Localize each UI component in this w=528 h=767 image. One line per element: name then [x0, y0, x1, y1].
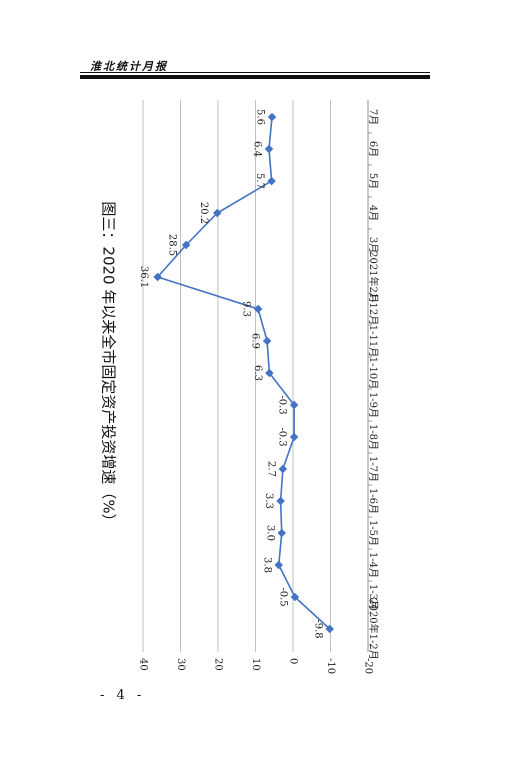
category-label: 2021年2月	[367, 251, 380, 303]
category-label: 1-7月	[367, 456, 379, 482]
data-point	[264, 144, 274, 154]
category-label: 2020年1-2月	[367, 598, 380, 660]
data-label: 9.3	[241, 301, 252, 317]
y-tick-label: 20	[213, 658, 224, 671]
page-header: 淮北统计月报	[80, 56, 430, 80]
category-label: 1-3月	[367, 584, 379, 610]
data-label: 2.7	[265, 461, 276, 477]
y-tick-label: -10	[325, 658, 336, 674]
category-label: 1-5月	[367, 520, 379, 546]
data-label: -0.3	[277, 395, 288, 414]
category-label: 7月	[367, 109, 379, 125]
category-label: 1-11月	[367, 325, 379, 357]
data-point	[289, 432, 299, 442]
data-label: 6.4	[252, 141, 263, 157]
data-point	[213, 208, 222, 218]
chart-title: 图三：2020 年以来全市固定资产投资增速（%）	[100, 201, 118, 528]
data-point	[278, 464, 288, 474]
category-label: 1-10月	[367, 357, 379, 389]
data-label: 20.2	[198, 202, 209, 224]
data-point	[276, 496, 285, 506]
data-point	[277, 528, 286, 538]
data-point	[253, 304, 263, 314]
data-point	[181, 240, 191, 250]
data-label: -0.3	[277, 427, 288, 446]
category-label: 1-8月	[367, 424, 379, 450]
data-label: 3.3	[263, 493, 274, 509]
category-label: 1-4月	[367, 552, 379, 578]
data-point	[274, 560, 283, 570]
publication-title: 淮北统计月报	[90, 60, 168, 73]
page-number: - 4 -	[100, 688, 146, 703]
data-label: 28.5	[167, 234, 178, 256]
header-rule-thick	[80, 75, 430, 79]
data-point	[153, 272, 162, 282]
data-label: 3.8	[261, 557, 272, 573]
data-point	[265, 368, 274, 378]
data-label: -9.8	[312, 619, 323, 638]
category-label: 4月	[367, 205, 379, 221]
data-point	[267, 112, 277, 122]
category-label: 1-12月	[367, 293, 379, 325]
data-label: 6.3	[252, 365, 263, 381]
category-label: 1-6月	[367, 488, 379, 514]
category-label: 1-9月	[367, 392, 379, 418]
data-label: 6.9	[250, 333, 261, 349]
category-label: 6月	[367, 141, 379, 157]
y-tick-label: 40	[138, 658, 149, 671]
header-rule-thin	[80, 72, 430, 73]
category-label: 3月	[367, 237, 379, 253]
data-point	[267, 176, 276, 186]
y-tick-label: 30	[175, 658, 186, 671]
data-label: 5.7	[254, 173, 265, 189]
data-point	[262, 336, 272, 346]
data-point	[289, 400, 299, 410]
data-label: 5.6	[255, 109, 266, 125]
y-tick-label: 10	[250, 658, 261, 671]
data-label: 36.1	[138, 266, 149, 288]
category-label: 5月	[367, 173, 379, 189]
y-tick-label: 0	[288, 658, 299, 664]
series-line	[156, 116, 331, 630]
data-point	[325, 624, 334, 634]
data-label: 3.0	[264, 525, 275, 541]
y-tick-label: -20	[363, 658, 374, 674]
data-point	[290, 592, 300, 602]
data-label: -0.5	[277, 587, 288, 606]
